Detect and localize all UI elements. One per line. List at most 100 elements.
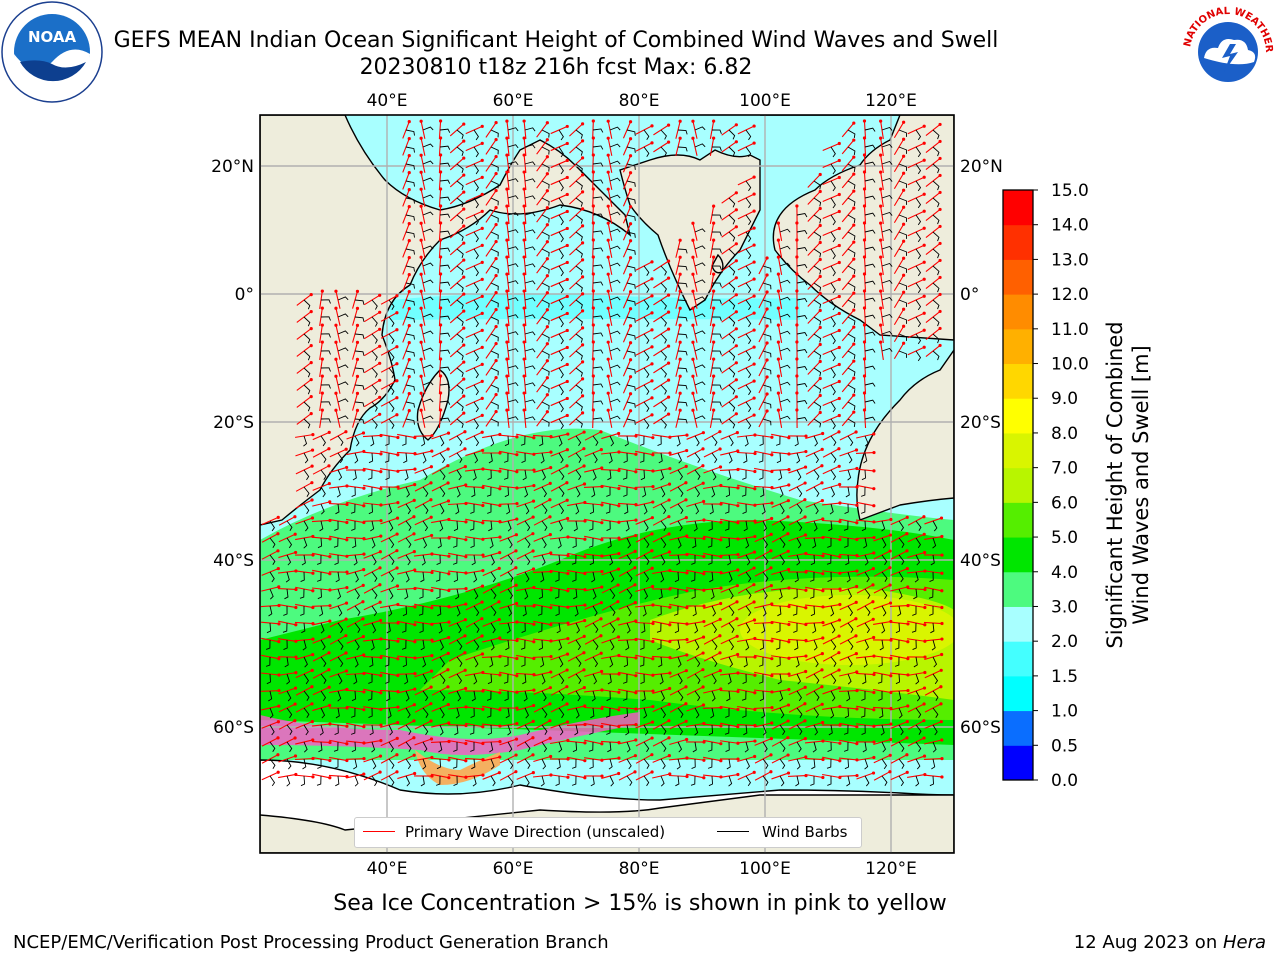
wave-direction-arrowhead	[821, 636, 825, 640]
wave-direction-arrowhead	[345, 742, 349, 746]
wind-barb	[333, 741, 339, 752]
wind-barb	[861, 520, 867, 532]
wave-direction-arrowhead	[498, 636, 502, 640]
wave-direction-arrowhead	[752, 243, 756, 247]
wind-barb	[728, 435, 734, 447]
wave-direction-arrowhead	[532, 604, 536, 608]
left-lat-tick: 40°S	[213, 551, 254, 571]
wave-direction-arrowhead	[820, 481, 824, 485]
wind-barb	[422, 656, 427, 668]
colorbar-segment	[1003, 502, 1033, 538]
wind-barb	[354, 401, 365, 407]
wind-barb	[813, 180, 822, 190]
wind-barb	[677, 520, 683, 532]
wind-barb	[914, 571, 919, 583]
wind-barb	[609, 605, 616, 616]
wave-direction-arrowhead	[591, 255, 595, 259]
wind-barb	[796, 264, 808, 269]
wave-direction-arrowhead	[852, 359, 856, 363]
wind-barb	[796, 349, 808, 354]
wind-barb	[694, 469, 701, 480]
wind-barb	[830, 622, 836, 634]
wave-direction-arrowhead	[591, 221, 595, 225]
wind-barb	[507, 416, 519, 421]
wind-barb	[541, 367, 550, 376]
wave-direction-arrowhead	[334, 323, 338, 327]
wave-direction-arrowhead	[522, 136, 526, 140]
wind-barb	[827, 741, 832, 752]
wind-barb	[354, 622, 361, 634]
wind-barb	[350, 707, 356, 718]
wind-barb	[575, 248, 583, 258]
wind-barb	[779, 381, 791, 386]
wave-direction-arrowhead	[494, 222, 498, 227]
wave-direction-arrowhead	[582, 482, 587, 486]
wind-barb	[286, 537, 293, 549]
wave-direction-arrowhead	[531, 736, 535, 740]
noaa-logo-text: NOAA	[28, 28, 77, 46]
wave-direction-arrowhead	[580, 139, 585, 143]
wave-direction-arrowhead	[545, 393, 549, 397]
wind-barb	[932, 690, 939, 701]
wind-barb	[354, 350, 365, 356]
wind-barb	[405, 129, 415, 136]
wind-barb	[694, 330, 706, 335]
wind-barb	[607, 537, 612, 549]
wave-direction-arrowhead	[691, 323, 695, 327]
wave-direction-arrowhead	[407, 222, 411, 226]
wind-barb	[779, 741, 786, 752]
wind-barb	[472, 775, 477, 787]
wave-direction-arrowhead	[650, 328, 654, 332]
wave-direction-arrowhead	[905, 753, 909, 757]
wave-direction-arrowhead	[591, 374, 595, 378]
wind-barb	[813, 452, 820, 464]
wind-barb	[269, 520, 275, 532]
wave-direction-arrowhead	[902, 205, 906, 209]
wind-barb	[405, 197, 415, 204]
wave-direction-arrowhead	[480, 141, 484, 145]
wave-direction-arrowhead	[396, 485, 400, 489]
wind-barb	[847, 452, 853, 464]
wind-barb	[268, 690, 273, 702]
wave-direction-arrowhead	[628, 120, 633, 124]
wind-barb	[558, 418, 564, 430]
wave-direction-arrowhead	[276, 753, 280, 757]
wave-direction-arrowhead	[765, 375, 769, 379]
wind-barb	[353, 554, 358, 566]
wave-direction-arrowhead	[852, 308, 856, 312]
wind-barb	[829, 503, 834, 515]
wave-direction-arrowhead	[606, 306, 610, 310]
wind-barb	[388, 775, 395, 787]
wind-barb	[303, 673, 309, 685]
wave-direction-arrowhead	[531, 549, 535, 553]
wave-direction-arrowhead	[548, 515, 552, 519]
wave-direction-arrowhead	[407, 290, 411, 294]
wave-direction-arrowhead	[701, 685, 705, 689]
wave-direction-arrowhead	[862, 340, 867, 344]
wind-barb	[303, 690, 310, 701]
wind-barb	[354, 367, 365, 373]
wind-barb	[760, 486, 765, 498]
wave-direction-arrowhead	[906, 622, 910, 626]
wind-barb	[830, 265, 836, 277]
wind-barb	[812, 622, 817, 634]
colorbar-tick-label: 14.0	[1051, 216, 1089, 236]
wind-barb	[522, 469, 527, 481]
colorbar-segment	[1003, 294, 1033, 330]
wave-direction-arrowhead	[446, 431, 451, 435]
wind-barb	[422, 143, 434, 148]
wave-direction-arrowhead	[310, 516, 315, 520]
wind-barb	[439, 503, 445, 515]
wave-direction-arrowhead	[871, 617, 875, 621]
wave-direction-arrowhead	[701, 668, 705, 672]
wave-direction-arrowhead	[355, 323, 360, 327]
wind-barb	[626, 231, 636, 238]
wind-barb	[609, 279, 621, 284]
wave-direction-arrowhead	[701, 651, 705, 655]
wave-direction-arrowhead	[818, 172, 822, 177]
wind-barb	[623, 656, 629, 668]
wind-barb	[758, 656, 764, 667]
wave-direction-arrowhead	[462, 411, 466, 415]
wind-barb	[846, 690, 851, 702]
wind-barb	[439, 213, 451, 218]
